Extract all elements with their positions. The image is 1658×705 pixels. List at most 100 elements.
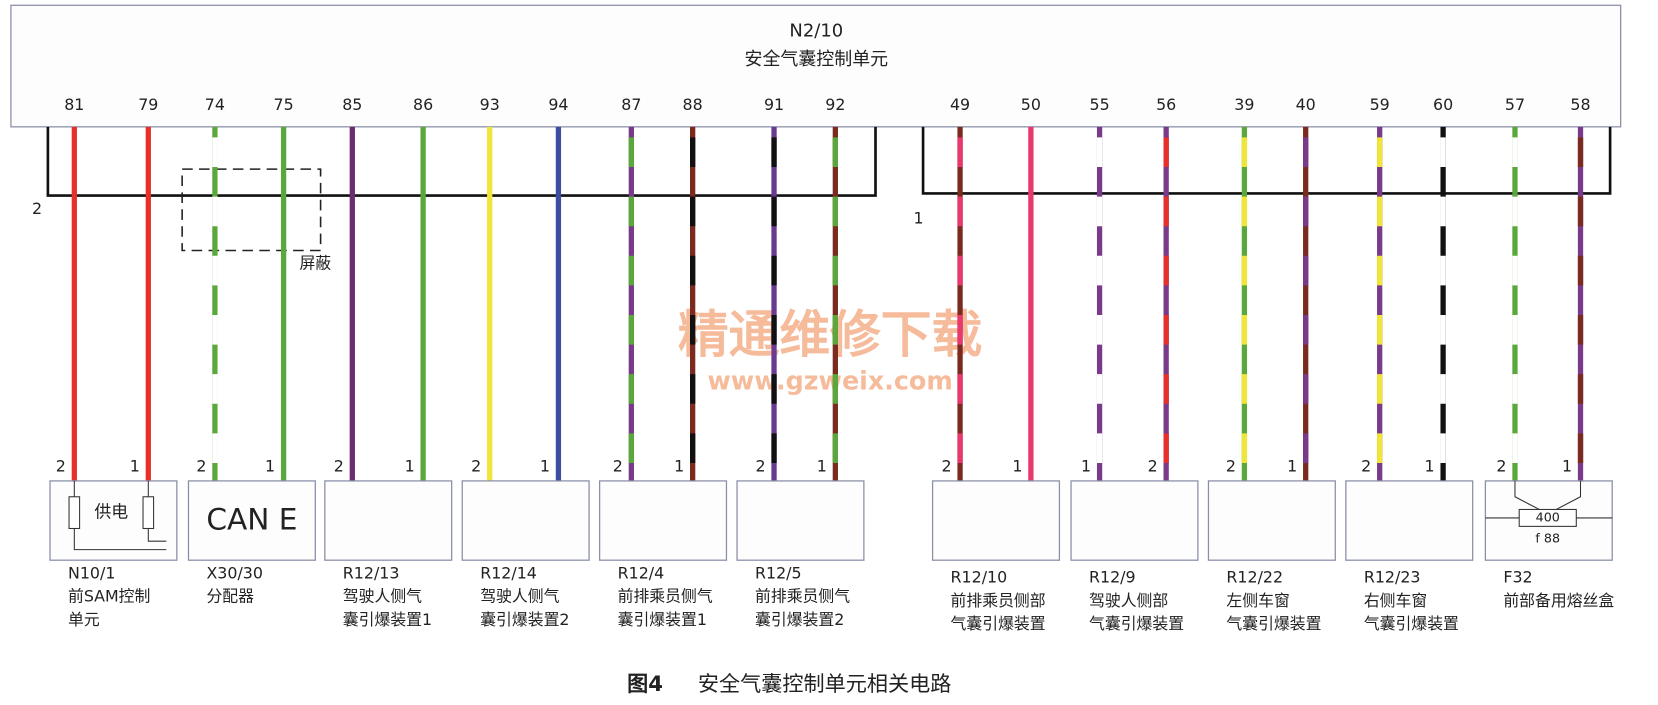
component-id: R12/13 xyxy=(343,563,400,582)
pin-label: 60 xyxy=(1433,95,1453,114)
watermark-url: www.gzweix.com xyxy=(707,366,952,396)
component-pin: 2 xyxy=(471,457,481,476)
component-desc: 单元 xyxy=(68,610,100,629)
component-box xyxy=(599,480,728,561)
component-box xyxy=(461,480,590,561)
component-pin: 1 xyxy=(674,457,684,476)
component-pin: 1 xyxy=(130,457,140,476)
component-id: R12/5 xyxy=(755,563,802,582)
component-desc: 驾驶人侧气 xyxy=(480,587,559,606)
component-desc: 前排乘员侧部 xyxy=(951,591,1046,610)
pin-label: 56 xyxy=(1156,95,1176,114)
component-desc: 气囊引爆装置 xyxy=(1089,614,1184,633)
component-pin: 1 xyxy=(1425,457,1435,476)
component-id: X30/30 xyxy=(206,563,263,582)
component-pin: 1 xyxy=(405,457,415,476)
component-pin: 2 xyxy=(334,457,344,476)
component-pin: 1 xyxy=(817,457,827,476)
component-box xyxy=(1207,480,1336,561)
pin-label: 40 xyxy=(1296,95,1316,114)
component-box xyxy=(1070,480,1199,561)
component-pin: 1 xyxy=(1287,457,1297,476)
ground-label: 1 xyxy=(914,208,924,227)
component-id: F32 xyxy=(1503,568,1532,587)
watermark: 精通维修下载 xyxy=(678,305,982,364)
pin-label: 74 xyxy=(205,95,225,114)
component-pin: 2 xyxy=(613,457,623,476)
pin-label: 85 xyxy=(342,95,362,114)
component-pin: 1 xyxy=(1562,457,1572,476)
component-inner: CAN E xyxy=(206,503,297,537)
component-pin: 1 xyxy=(265,457,275,476)
pin-label: 81 xyxy=(64,95,84,114)
component-inner-sub: f 88 xyxy=(1535,531,1560,546)
component-desc: 囊引爆装置2 xyxy=(480,610,569,629)
component-pin: 2 xyxy=(196,457,206,476)
component-box xyxy=(324,480,453,561)
component-box xyxy=(1345,480,1474,561)
pin-label: 58 xyxy=(1570,95,1590,114)
component-id: N10/1 xyxy=(68,563,115,582)
component-desc: 囊引爆装置1 xyxy=(618,610,707,629)
component-pin: 2 xyxy=(1361,457,1371,476)
pin-label: 75 xyxy=(274,95,294,114)
pin-label: 92 xyxy=(825,95,845,114)
ground-bus xyxy=(46,126,877,197)
unit-id: N2/10 xyxy=(789,21,843,42)
shield xyxy=(181,168,322,252)
component-id: R12/22 xyxy=(1226,568,1283,587)
component-inner: 供电 xyxy=(94,502,128,522)
component-desc: 左侧车窗 xyxy=(1226,591,1289,610)
component-pin: 2 xyxy=(1148,457,1158,476)
component-id: R12/14 xyxy=(480,563,537,582)
component-desc: 右侧车窗 xyxy=(1364,591,1427,610)
component-desc: 囊引爆装置1 xyxy=(343,610,432,629)
component-id: R12/9 xyxy=(1089,568,1136,587)
shield-label: 屏蔽 xyxy=(299,254,331,273)
component-inner: 400 xyxy=(1536,509,1560,524)
component-pin: 2 xyxy=(1226,457,1236,476)
component-desc: 前排乘员侧气 xyxy=(618,587,713,606)
component-pin: 2 xyxy=(755,457,765,476)
component-desc: 驾驶人侧部 xyxy=(1089,591,1168,610)
pin-label: 93 xyxy=(480,95,500,114)
component-desc: 气囊引爆装置 xyxy=(1364,614,1459,633)
resistor-wiring xyxy=(73,480,167,551)
control-unit xyxy=(10,4,1622,128)
pin-label: 50 xyxy=(1021,95,1041,114)
component-desc: 气囊引爆装置 xyxy=(1226,614,1321,633)
ground-bus xyxy=(921,126,1612,195)
ground-label: 2 xyxy=(32,199,42,218)
component-pin: 2 xyxy=(1496,457,1506,476)
component-box xyxy=(931,480,1061,561)
component-desc: 驾驶人侧气 xyxy=(343,587,422,606)
component-id: R12/10 xyxy=(951,568,1008,587)
pin-label: 59 xyxy=(1370,95,1390,114)
pin-label: 49 xyxy=(950,95,970,114)
component-box xyxy=(736,480,865,561)
component-pin: 1 xyxy=(1012,457,1022,476)
pin-label: 88 xyxy=(683,95,703,114)
component-pin: 1 xyxy=(1081,457,1091,476)
component-desc: 前排乘员侧气 xyxy=(755,587,850,606)
component-desc: 囊引爆装置2 xyxy=(755,610,844,629)
fuse xyxy=(1518,508,1577,527)
pin-label: 86 xyxy=(413,95,433,114)
pin-label: 91 xyxy=(764,95,784,114)
resistor xyxy=(142,496,155,530)
resistor xyxy=(68,496,81,530)
component-pin: 1 xyxy=(540,457,550,476)
component-id: R12/4 xyxy=(618,563,665,582)
caption-figure: 图4 xyxy=(627,671,663,696)
pin-label: 39 xyxy=(1234,95,1254,114)
pin-label: 94 xyxy=(548,95,568,114)
component-desc: 前部备用熔丝盒 xyxy=(1503,591,1614,610)
component-desc: 前SAM控制 xyxy=(68,587,150,606)
component-desc: 气囊引爆装置 xyxy=(951,614,1046,633)
component-box xyxy=(187,480,316,561)
unit-name: 安全气囊控制单元 xyxy=(744,49,888,70)
pin-label: 79 xyxy=(138,95,158,114)
pin-label: 55 xyxy=(1089,95,1109,114)
pin-label: 57 xyxy=(1505,95,1525,114)
